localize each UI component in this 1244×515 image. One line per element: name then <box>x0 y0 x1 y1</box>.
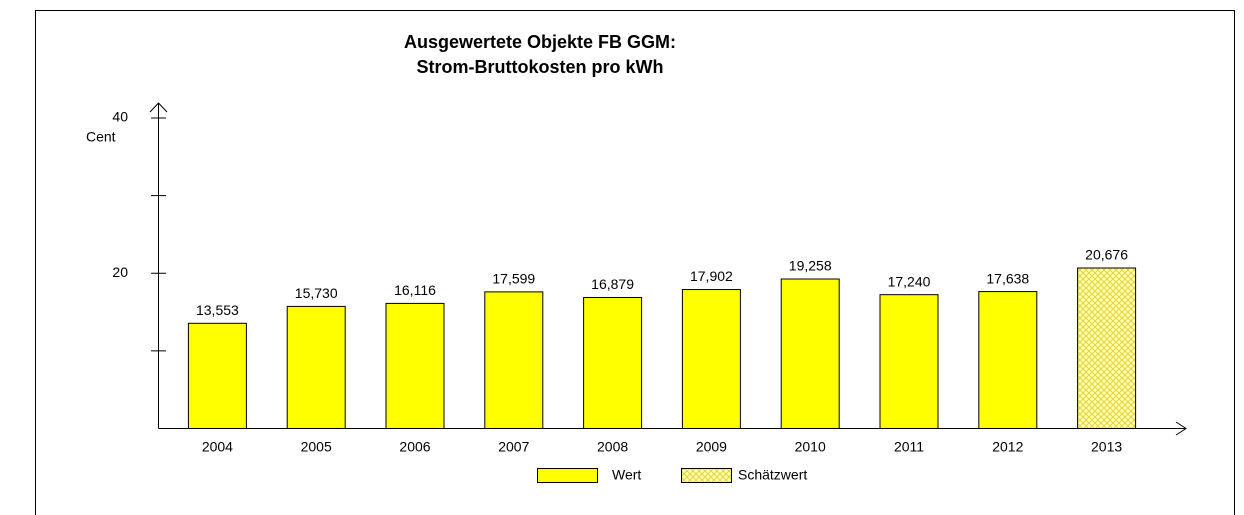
value-label: 17,638 <box>986 270 1029 286</box>
value-label: 13,553 <box>196 302 239 318</box>
legend-swatch <box>681 468 732 483</box>
x-tick-label: 2005 <box>301 439 332 455</box>
frame <box>35 10 1235 515</box>
x-tick-label: 2007 <box>498 439 529 455</box>
bar <box>978 291 1038 429</box>
x-tick-label: 2006 <box>399 439 430 455</box>
y-axis-arrow <box>149 102 168 113</box>
legend-swatch <box>537 468 598 483</box>
bar <box>780 278 840 429</box>
value-label: 15,730 <box>295 285 338 301</box>
value-label: 19,258 <box>789 258 832 274</box>
bar <box>286 305 346 429</box>
value-label: 16,879 <box>591 276 634 292</box>
bar <box>187 322 247 429</box>
legend-label: Wert <box>612 467 641 483</box>
x-tick-label: 2004 <box>202 439 233 455</box>
legend-label: Schätzwert <box>738 467 807 483</box>
y-tick-label: 20 <box>112 264 128 280</box>
value-label: 17,902 <box>690 268 733 284</box>
x-axis-arrow <box>1175 421 1187 436</box>
x-tick-label: 2011 <box>894 439 924 455</box>
x-tick-label: 2009 <box>696 439 727 455</box>
x-tick-label: 2012 <box>992 439 1023 455</box>
bar <box>484 291 544 429</box>
value-label: 20,676 <box>1085 247 1128 263</box>
chart-subtitle: Strom-Bruttokosten pro kWh <box>417 57 664 77</box>
x-tick-label: 2010 <box>795 439 826 455</box>
value-label: 17,599 <box>492 271 535 287</box>
bar <box>681 289 741 430</box>
y-tick-label: 40 <box>112 109 128 125</box>
x-tick-label: 2008 <box>597 439 628 455</box>
x-tick-label: 2013 <box>1091 439 1122 455</box>
bar <box>583 296 643 430</box>
value-label: 17,240 <box>888 273 931 289</box>
bar <box>1077 267 1137 430</box>
chart-title: Ausgewertete Objekte FB GGM: <box>404 32 676 52</box>
y-axis-label: Cent <box>86 129 116 145</box>
bar <box>385 302 445 429</box>
value-label: 16,116 <box>394 282 436 298</box>
bar <box>879 294 939 429</box>
